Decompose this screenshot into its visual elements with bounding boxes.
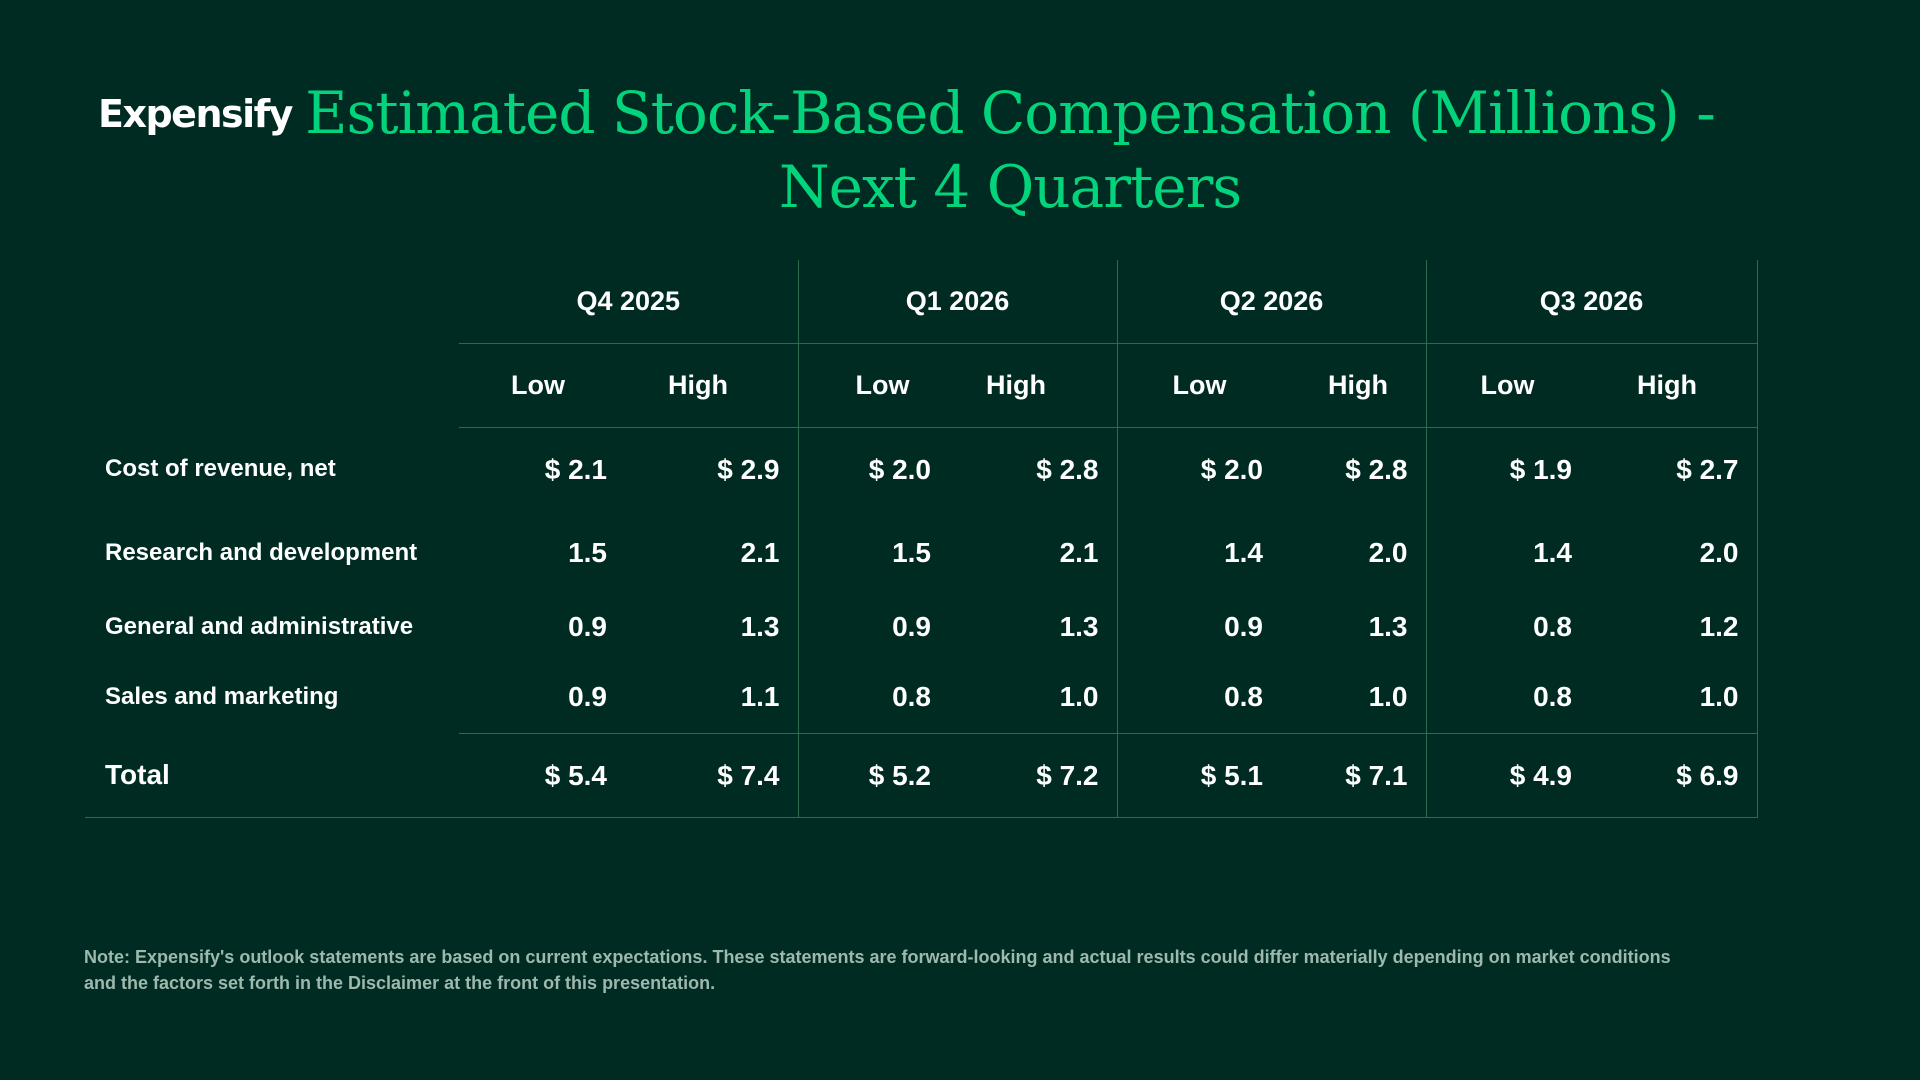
page-title: Estimated Stock-Based Compensation (Mill… — [305, 79, 1716, 221]
table-cell: 2.1 — [949, 511, 1118, 594]
table-cell: 0.9 — [1224, 611, 1263, 642]
total-cell: $ 4.9 — [1426, 733, 1590, 818]
high-header: High — [1281, 343, 1427, 428]
quarter-header: Q2 2026 — [1117, 260, 1427, 344]
table-cell: 1.1 — [625, 660, 799, 734]
total-label: Total — [85, 733, 459, 818]
table-cell: 2.0 — [1590, 511, 1758, 594]
table-cell: 1.0 — [949, 660, 1118, 734]
table-row: Research and development 1.5 2.1 1.5 2.1… — [85, 511, 1758, 594]
table-cell: 2.1 — [625, 511, 799, 594]
total-row: Total $ 5.4 $ 7.4 $ 5.2 $ 7.2 $ 5.1 $ 7.… — [85, 733, 1758, 818]
total-cell: $ 7.2 — [949, 733, 1118, 818]
row-label: General and administrative — [105, 613, 414, 640]
table-cell: 0.8 — [1533, 680, 1572, 712]
table-cell: $ 2.0 — [1117, 427, 1281, 511]
row-label: Research and development — [105, 538, 418, 566]
range-header-row: Low High Low High Low High Low High — [85, 343, 1758, 428]
table-cell: 0.9 — [892, 611, 931, 642]
table-cell: 1.4 — [1224, 536, 1263, 568]
table-cell: 1.0 — [1590, 660, 1758, 734]
table-row: Sales and marketing 0.9 1.1 0.8 1.0 0.8 … — [85, 660, 1758, 734]
high-header: High — [625, 343, 799, 428]
table-cell: 0.9 — [568, 611, 607, 642]
total-cell: $ 5.2 — [798, 733, 949, 818]
expensify-logo: Expensify — [98, 92, 293, 136]
total-cell: $ 6.9 — [1590, 733, 1758, 818]
table-row: General and administrative 0.9 1.3 0.9 1… — [85, 594, 1758, 660]
table-cell: $ 2.8 — [1281, 427, 1427, 511]
table-cell: $ 2.0 — [798, 427, 949, 511]
disclaimer-note: Note: Expensify's outlook statements are… — [84, 947, 1671, 993]
quarter-header: Q3 2026 — [1426, 260, 1758, 344]
table-cell: 1.2 — [1590, 594, 1758, 660]
low-header: Low — [1117, 343, 1281, 428]
total-cell: $ 5.1 — [1117, 733, 1281, 818]
low-header: Low — [1426, 343, 1590, 428]
compensation-table: Q4 2025 Q1 2026 Q2 2026 Q3 2026 Low High… — [85, 260, 1758, 818]
low-header: Low — [798, 343, 949, 428]
high-header: High — [949, 343, 1118, 428]
high-header: High — [1590, 343, 1758, 428]
table-cell: $ 1.9 — [1426, 427, 1590, 511]
table-cell: 0.8 — [1533, 611, 1572, 642]
quarter-header: Q4 2025 — [459, 260, 799, 344]
row-label: Sales and marketing — [105, 682, 339, 710]
quarter-header: Q1 2026 — [798, 260, 1118, 344]
table-cell: 0.8 — [1224, 680, 1263, 712]
table-cell: $ 2.8 — [949, 427, 1118, 511]
table-cell: 1.5 — [892, 536, 931, 568]
table-cell: 0.8 — [892, 680, 931, 712]
table-cell: 1.5 — [568, 536, 607, 568]
table-cell: $ 2.9 — [625, 427, 799, 511]
table-cell: 1.3 — [1281, 594, 1427, 660]
table-cell: $ 2.7 — [1590, 427, 1758, 511]
header-blank — [85, 344, 459, 428]
compensation-table-container: Q4 2025 Q1 2026 Q2 2026 Q3 2026 Low High… — [85, 260, 1758, 818]
table-cell: 2.0 — [1281, 511, 1427, 594]
row-label: Cost of revenue, net — [105, 455, 336, 483]
total-cell: $ 7.1 — [1281, 733, 1427, 818]
table-cell: 1.0 — [1281, 660, 1427, 734]
quarter-header-row: Q4 2025 Q1 2026 Q2 2026 Q3 2026 — [85, 260, 1758, 344]
table-cell: 1.4 — [1533, 536, 1572, 568]
table-cell: 1.3 — [625, 594, 799, 660]
total-cell: $ 5.4 — [459, 733, 625, 818]
table-row: Cost of revenue, net $ 2.1 $ 2.9 $ 2.0 $… — [85, 427, 1758, 511]
table-cell: 0.9 — [568, 680, 607, 712]
total-cell: $ 7.4 — [625, 733, 799, 818]
table-cell: 1.3 — [949, 594, 1118, 660]
header-blank — [85, 260, 459, 344]
table-cell: $ 2.1 — [459, 427, 625, 511]
low-header: Low — [459, 343, 625, 428]
